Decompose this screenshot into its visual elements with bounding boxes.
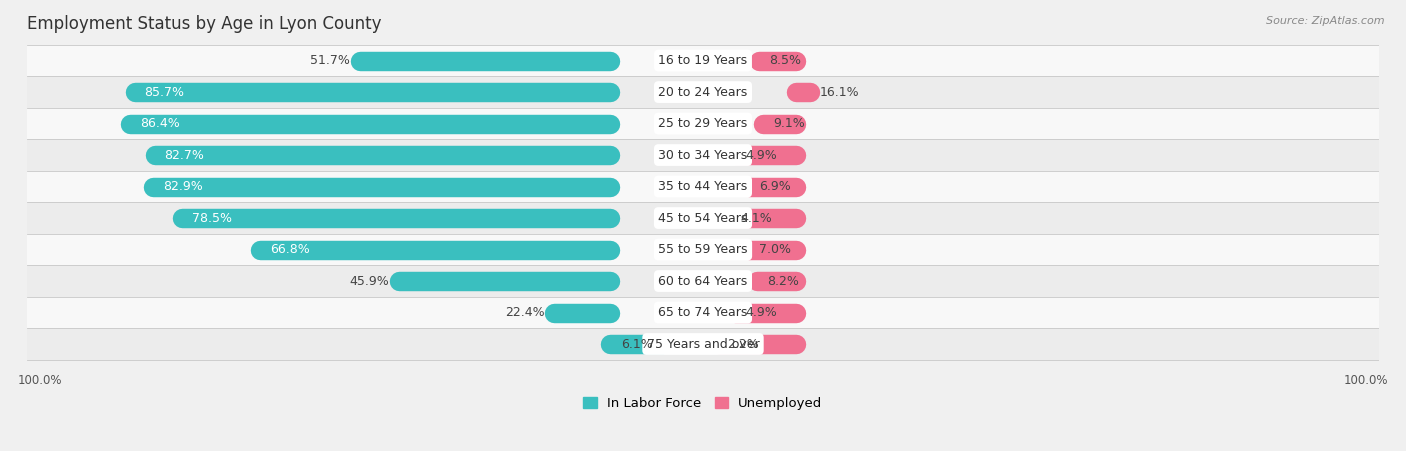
Bar xyxy=(27,265,1379,297)
Text: 45.9%: 45.9% xyxy=(349,275,388,288)
Text: 60 to 64 Years: 60 to 64 Years xyxy=(658,275,748,288)
Text: 75 Years and over: 75 Years and over xyxy=(647,337,759,350)
Text: 8.5%: 8.5% xyxy=(769,54,801,67)
Text: 25 to 29 Years: 25 to 29 Years xyxy=(658,117,748,130)
Text: 4.9%: 4.9% xyxy=(745,148,778,161)
Text: 78.5%: 78.5% xyxy=(193,212,232,225)
Text: 20 to 24 Years: 20 to 24 Years xyxy=(658,86,748,99)
Bar xyxy=(27,297,1379,328)
Text: 2.2%: 2.2% xyxy=(727,337,759,350)
Text: 4.9%: 4.9% xyxy=(745,306,778,319)
Text: 65 to 74 Years: 65 to 74 Years xyxy=(658,306,748,319)
Text: 35 to 44 Years: 35 to 44 Years xyxy=(658,180,748,193)
Bar xyxy=(27,76,1379,108)
Text: 82.7%: 82.7% xyxy=(165,148,204,161)
Text: 7.0%: 7.0% xyxy=(759,243,792,256)
Bar xyxy=(27,171,1379,202)
Text: 16 to 19 Years: 16 to 19 Years xyxy=(658,54,748,67)
Text: 30 to 34 Years: 30 to 34 Years xyxy=(658,148,748,161)
Text: 66.8%: 66.8% xyxy=(270,243,309,256)
Bar xyxy=(27,328,1379,360)
Text: 85.7%: 85.7% xyxy=(145,86,184,99)
Text: Source: ZipAtlas.com: Source: ZipAtlas.com xyxy=(1267,16,1385,26)
Text: 16.1%: 16.1% xyxy=(820,86,859,99)
Text: 86.4%: 86.4% xyxy=(141,117,180,130)
Text: 82.9%: 82.9% xyxy=(163,180,202,193)
Bar xyxy=(27,108,1379,139)
Text: 6.1%: 6.1% xyxy=(621,337,652,350)
Text: 55 to 59 Years: 55 to 59 Years xyxy=(658,243,748,256)
Legend: In Labor Force, Unemployed: In Labor Force, Unemployed xyxy=(583,397,823,410)
Bar xyxy=(27,234,1379,265)
Bar xyxy=(27,45,1379,76)
Text: Employment Status by Age in Lyon County: Employment Status by Age in Lyon County xyxy=(27,15,381,33)
Text: 4.1%: 4.1% xyxy=(740,212,772,225)
Bar xyxy=(27,202,1379,234)
Text: 51.7%: 51.7% xyxy=(311,54,350,67)
Text: 45 to 54 Years: 45 to 54 Years xyxy=(658,212,748,225)
Text: 8.2%: 8.2% xyxy=(768,275,799,288)
Bar xyxy=(27,139,1379,171)
Text: 9.1%: 9.1% xyxy=(773,117,806,130)
Text: 22.4%: 22.4% xyxy=(505,306,544,319)
Text: 6.9%: 6.9% xyxy=(759,180,790,193)
